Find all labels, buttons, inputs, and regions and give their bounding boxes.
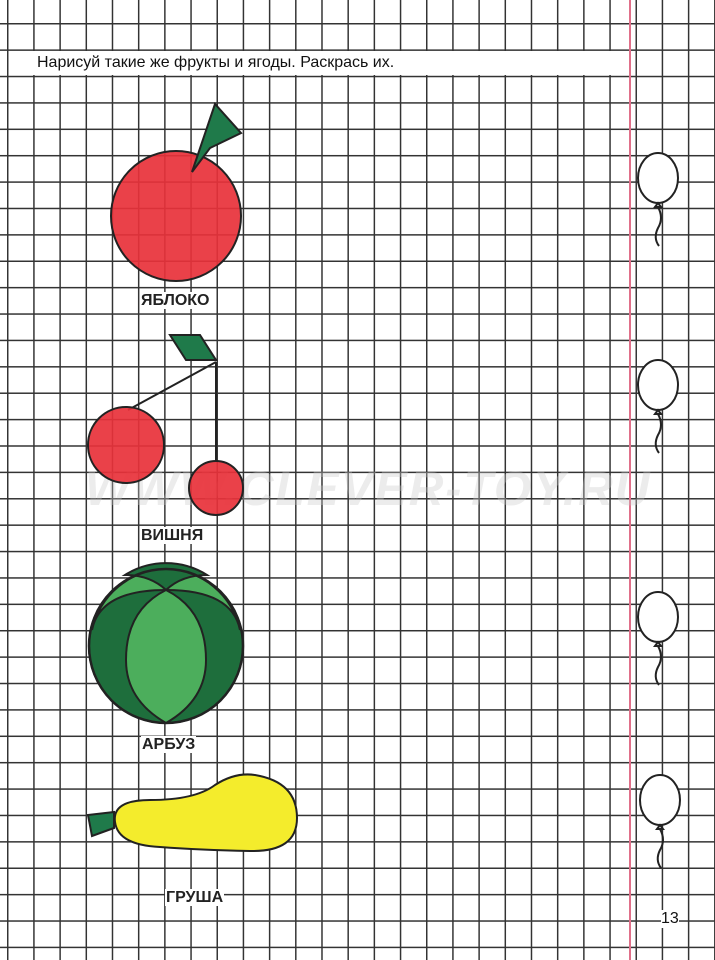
balloon-icon: [637, 359, 679, 454]
pear-drawing: [86, 773, 299, 853]
cherry-label: ВИШНЯ: [140, 527, 205, 544]
watermark: WWW.CLEVER-TOY.RU: [85, 463, 652, 516]
page-number: 13: [661, 910, 679, 928]
instruction-band: [22, 51, 627, 75]
balloon-icon: [637, 591, 679, 686]
cherry-drawing: [87, 334, 244, 516]
balloon-icon: [639, 774, 681, 869]
watermelon-drawing: [87, 562, 245, 725]
balloon-icon: [637, 152, 679, 247]
apple-drawing: [110, 102, 243, 282]
instruction-text: Нарисуй такие же фрукты и ягоды. Раскрас…: [37, 54, 395, 71]
watermelon-label: АРБУЗ: [141, 736, 197, 753]
apple-label: ЯБЛОКО: [140, 292, 211, 309]
margin-line: [629, 0, 631, 960]
pear-label: ГРУША: [165, 889, 225, 906]
